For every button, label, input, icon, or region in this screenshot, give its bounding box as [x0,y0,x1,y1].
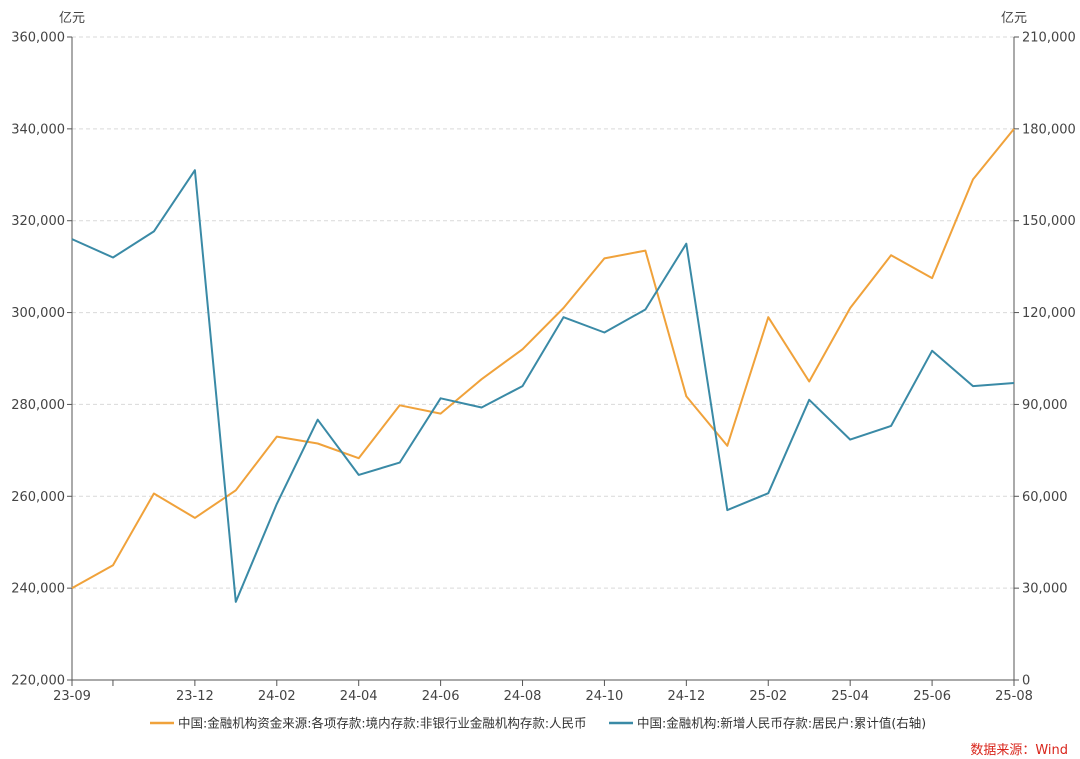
x-tick-label: 23-09 [53,689,91,704]
y-left-tick-label: 340,000 [11,122,65,137]
y-left-tick-label: 240,000 [11,582,65,597]
x-tick-label: 24-06 [422,689,460,704]
y-right-tick-labels: 0 30,000 60,000 90,000 120,000 150,000 180,000… [1022,31,1076,689]
y-left-tick-label: 300,000 [11,306,65,321]
series-line-2 [71,169,1015,603]
x-tick-label: 24-12 [667,689,705,704]
x-tick-label: 24-02 [258,689,296,704]
gridlines [72,36,1014,589]
x-tick-label: 25-04 [831,689,869,704]
x-tick-label: 25-08 [995,689,1033,704]
source-note: 数据来源：Wind [970,743,1068,758]
series-line-1 [71,128,1015,589]
y-right-tick-label: 30,000 [1022,582,1068,597]
y-left-tick-label: 320,000 [11,214,65,229]
y-left-tick-label: 220,000 [11,674,65,689]
y-right-tick-label: 150,000 [1022,214,1076,229]
y-right-tick-label: 0 [1022,674,1030,689]
y-right-unit-label: 亿元 [1001,11,1027,26]
y-right-tick-label: 60,000 [1022,490,1068,505]
x-tick-label: 25-02 [749,689,787,704]
y-left-tick-label: 280,000 [11,398,65,413]
x-tick-labels: 23-09 23-12 24-02 24-04 24-06 24-08 24-10 24-12… [53,689,1033,704]
y-right-tick-label: 180,000 [1022,122,1076,137]
x-tick-label: 24-04 [340,689,378,704]
x-tick-label: 23-12 [176,689,214,704]
y-right-tick-label: 90,000 [1022,398,1068,413]
x-tick-label: 25-06 [913,689,951,704]
y-left-tick-labels: 220,000 240,000 260,000 280,000 300,000 320,0… [11,31,65,689]
legend-label-series-2: 中国:金融机构:新增人民币存款:居民户:累计值(右轴) [637,716,926,731]
x-tick-label: 24-10 [586,689,624,704]
y-right-tick-label: 120,000 [1022,306,1076,321]
y-left-tick-label: 360,000 [11,31,65,46]
legend: 中国:金融机构资金来源:各项存款:境内存款:非银行业金融机构存款:人民币 中国:… [150,716,926,731]
x-tick-label: 24-08 [504,689,542,704]
y-left-tick-label: 260,000 [11,490,65,505]
y-left-unit-label: 亿元 [59,11,85,26]
series-lines [71,128,1015,603]
legend-label-series-1: 中国:金融机构资金来源:各项存款:境内存款:非银行业金融机构存款:人民币 [178,716,587,731]
axes [67,36,1019,686]
y-right-tick-label: 210,000 [1022,31,1076,46]
